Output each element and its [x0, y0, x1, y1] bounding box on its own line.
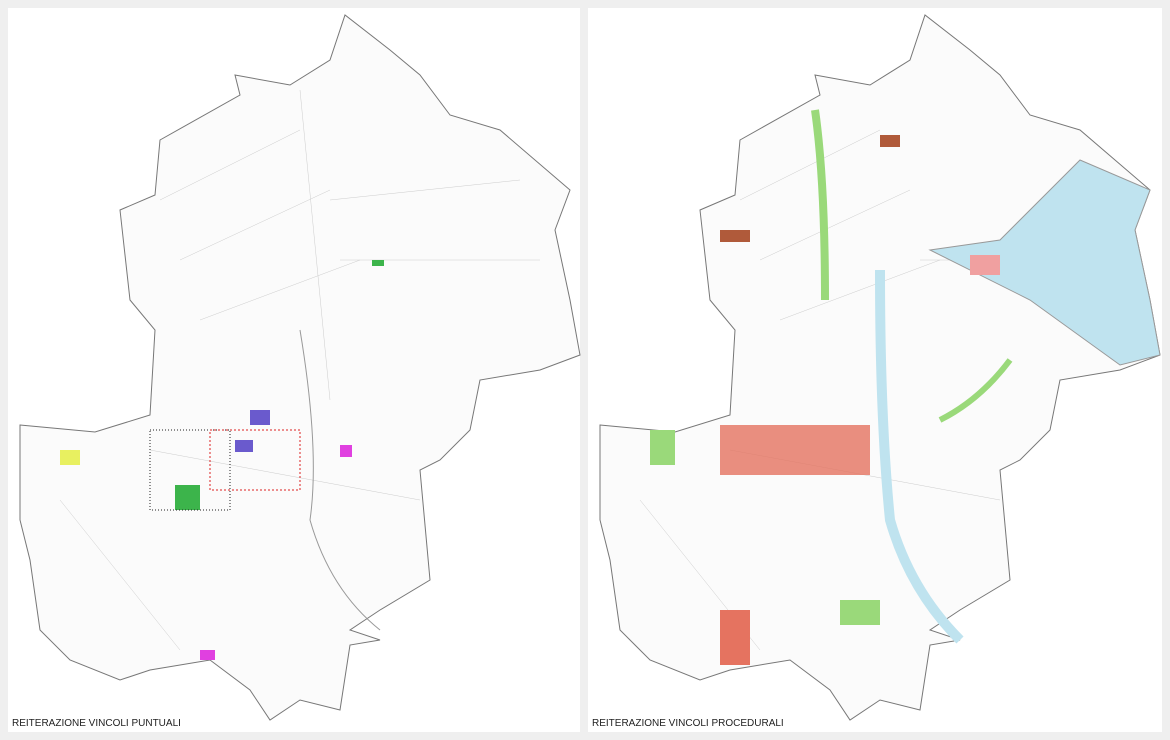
map-right: REITERAZIONE VINCOLI PROCEDURALI	[592, 14, 1161, 729]
constraint-patches	[650, 135, 1000, 665]
map-left: REITERAZIONE VINCOLI PUNTUALI	[12, 14, 581, 729]
green-corridor	[938, 358, 1013, 423]
procedural-zone-blue	[928, 159, 1161, 366]
constraint-patches	[60, 260, 384, 660]
parcel-lines	[59, 89, 540, 651]
panel-caption: REITERAZIONE VINCOLI PROCEDURALI	[592, 718, 784, 729]
river	[875, 269, 964, 644]
green-corridor	[811, 109, 829, 301]
river	[299, 329, 381, 631]
panel-caption: REITERAZIONE VINCOLI PUNTUALI	[12, 718, 181, 729]
